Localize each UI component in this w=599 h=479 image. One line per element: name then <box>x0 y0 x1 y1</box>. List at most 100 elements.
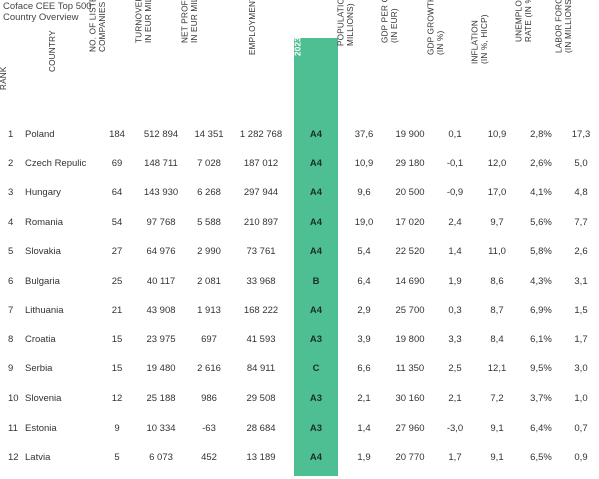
cell-listed: 5 <box>114 452 120 463</box>
header-employment: EMPLOYMENT <box>248 0 274 116</box>
cell-unemployment: 2,8% <box>530 129 552 140</box>
cell-gdp-growth: 0,1 <box>448 129 462 140</box>
cell-gdp-growth: -0,9 <box>446 187 464 198</box>
header-population-label: POPULATION (IN MILLIONS) <box>336 0 356 46</box>
cell-rank: 2 <box>8 158 14 169</box>
header-turnover: TURNOVER IN EUR MILLIONS <box>135 0 176 116</box>
table-row: 10 Slovenia 12 25 188 986 29 508 A3 2,1 … <box>0 388 599 410</box>
header-inflation: INFLATION (IN %, HICP) <box>471 15 512 116</box>
cell-gdp-per-capita: 14 690 <box>395 276 425 287</box>
cell-rank: 5 <box>8 246 14 257</box>
cell-unemployment: 5,6% <box>530 217 552 228</box>
cell-inflation: 7,2 <box>490 393 504 404</box>
cell-labor-force: 1,7 <box>574 334 588 345</box>
header-inflation-label: INFLATION (IN %, HICP) <box>470 14 490 65</box>
cell-gdp-per-capita: 20 500 <box>395 187 425 198</box>
cell-rank: 11 <box>8 423 18 434</box>
cell-net-profit: -63 <box>202 423 216 434</box>
cell-listed: 9 <box>114 423 120 434</box>
cell-labor-force: 1,0 <box>574 393 588 404</box>
header-labor-label: LABOR FORCE (IN MILLIONS) <box>554 0 574 54</box>
cell-listed: 184 <box>109 129 125 140</box>
cell-unemployment: 6,1% <box>530 334 552 345</box>
cell-gdp-growth: 1,4 <box>448 246 462 257</box>
cell-rank: 12 <box>8 452 19 463</box>
cell-rank: 10 <box>8 393 19 404</box>
cell-employment: 73 761 <box>246 246 276 257</box>
cell-population: 1,4 <box>357 423 371 434</box>
cell-labor-force: 2,6 <box>574 246 588 257</box>
cell-listed: 21 <box>111 305 123 316</box>
header-country: COUNTRY <box>48 31 74 116</box>
assessment-column-highlight <box>294 38 338 476</box>
cell-population: 5,4 <box>357 246 371 257</box>
cell-population: 6,4 <box>357 276 371 287</box>
cell-unemployment: 5,8% <box>530 246 552 257</box>
header-assessment-label: COFACE ASSESSMENT 2023 <box>274 0 303 56</box>
cell-inflation: 17,0 <box>487 187 507 198</box>
cell-turnover: 148 711 <box>144 158 178 169</box>
cell-employment: 84 911 <box>246 363 276 374</box>
cell-inflation: 11,0 <box>488 246 506 257</box>
cell-employment: 13 189 <box>246 452 276 463</box>
cell-turnover: 19 480 <box>146 363 176 374</box>
cell-unemployment: 2,6% <box>530 158 552 169</box>
cell-assessment: B <box>312 276 320 287</box>
cell-assessment: A4 <box>309 158 323 169</box>
cell-assessment: A4 <box>309 246 323 257</box>
cell-gdp-per-capita: 19 800 <box>395 334 425 345</box>
cell-rank: 4 <box>8 217 14 228</box>
cell-unemployment: 6,4% <box>530 423 552 434</box>
cell-rank: 9 <box>8 363 14 374</box>
header-coface-assessment: COFACE ASSESSMENT 2023 <box>274 0 334 116</box>
header-unemployment: UNEMPLOYMENT RATE (IN %, LFS) <box>515 0 556 116</box>
cell-rank: 6 <box>8 276 14 287</box>
header-country-label: COUNTRY <box>47 30 57 73</box>
header-unemployment-label: UNEMPLOYMENT RATE (IN %, LFS) <box>514 0 534 43</box>
header-gdp-per-capita: GDP PER CAPITA (IN EUR) <box>381 0 422 116</box>
cell-country: Slovenia <box>25 393 62 404</box>
cell-inflation: 8,4 <box>490 334 504 345</box>
cell-population: 2,9 <box>357 305 371 316</box>
cell-country: Poland <box>25 129 55 140</box>
cell-labor-force: 17,3 <box>571 129 591 140</box>
cell-country: Czech Repulic <box>25 158 87 169</box>
cell-employment: 1 282 768 <box>239 129 283 140</box>
table-row: 11 Estonia 9 10 334 -63 28 684 A3 1,4 27… <box>0 418 599 440</box>
table-caption: Coface CEE Top 500: Country Overview <box>3 1 94 23</box>
cell-country: Slovakia <box>25 246 61 257</box>
header-population: POPULATION (IN MILLIONS) <box>337 0 378 116</box>
cell-listed: 25 <box>111 276 123 287</box>
cell-turnover: 10 334 <box>146 423 176 434</box>
cell-net-profit: 2 990 <box>197 246 221 257</box>
cell-inflation: 12,1 <box>487 363 507 374</box>
cell-population: 10,9 <box>354 158 374 169</box>
header-rank-label: RANK <box>0 66 8 91</box>
header-listed-companies: NO. OF LISTED COMPANIES <box>89 0 130 116</box>
cell-turnover: 6 073 <box>149 452 173 463</box>
cell-assessment: A3 <box>309 334 323 345</box>
cell-employment: 210 897 <box>243 217 279 228</box>
cell-employment: 28 684 <box>246 423 276 434</box>
cell-net-profit: 7 028 <box>197 158 221 169</box>
cell-country: Hungary <box>25 187 61 198</box>
cell-employment: 29 508 <box>246 393 276 404</box>
cell-labor-force: 3,0 <box>574 363 588 374</box>
cell-labor-force: 1,5 <box>574 305 588 316</box>
cell-population: 9,6 <box>357 187 371 198</box>
cell-population: 3,9 <box>357 334 371 345</box>
cell-unemployment: 6,9% <box>530 305 552 316</box>
cell-net-profit: 2 616 <box>197 363 221 374</box>
cell-labor-force: 0,9 <box>574 452 588 463</box>
cell-unemployment: 9,5% <box>530 363 552 374</box>
cell-gdp-growth: -3,0 <box>446 423 464 434</box>
cell-turnover: 23 975 <box>146 334 176 345</box>
cell-assessment: A4 <box>309 452 323 463</box>
cell-turnover: 512 894 <box>143 129 179 140</box>
cell-inflation: 9,7 <box>490 217 504 228</box>
cell-listed: 15 <box>111 363 123 374</box>
cell-country: Latvia <box>25 452 51 463</box>
header-profit-label: NET PROFIT IN EUR MILLIONS <box>180 0 200 43</box>
cell-gdp-growth: 2,4 <box>448 217 462 228</box>
cell-gdp-growth: 0,3 <box>448 305 462 316</box>
